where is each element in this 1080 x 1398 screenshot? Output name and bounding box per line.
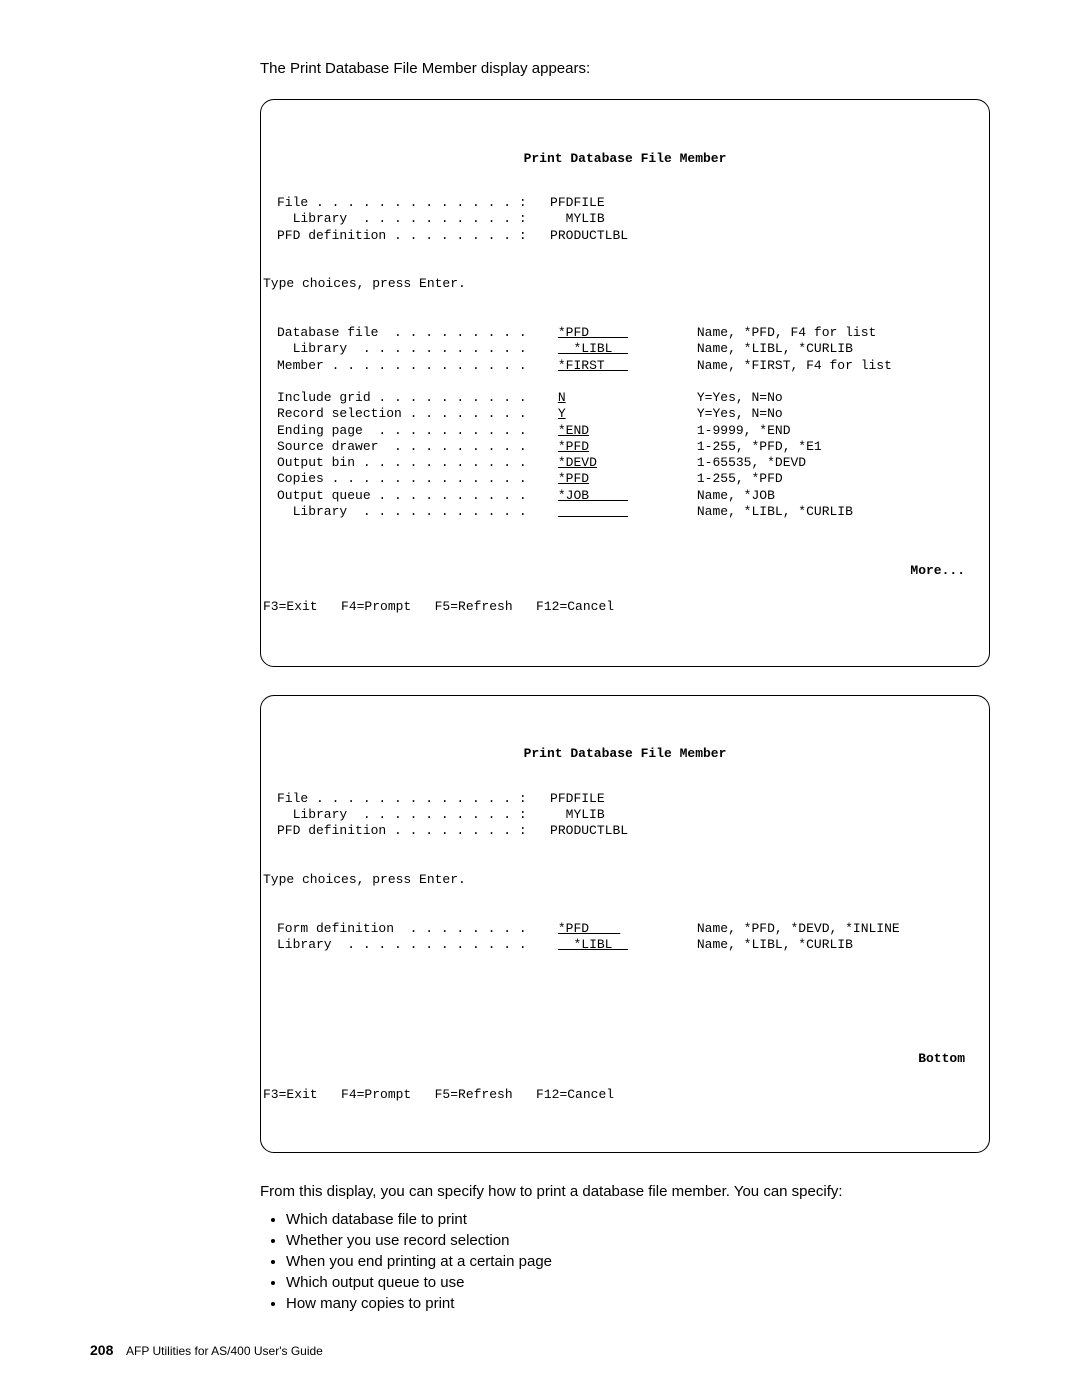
screen2-title: Print Database File Member <box>277 746 973 762</box>
s2-file-value: PFDFILE <box>550 791 605 806</box>
page-number: 208 <box>90 1342 113 1358</box>
s2-lib-label: Library . . . . . . . . . . : <box>277 807 527 822</box>
s2-pfd-value: PRODUCTLBL <box>550 823 628 838</box>
screen2-header: File . . . . . . . . . . . . . : PFDFILE… <box>277 791 973 840</box>
bullet-item: Which database file to print <box>286 1211 990 1228</box>
intro-text: The Print Database File Member display a… <box>260 60 990 77</box>
s1-lib-value: MYLIB <box>566 211 605 226</box>
s1-function-keys: F3=Exit F4=Prompt F5=Refresh F12=Cancel <box>263 599 973 615</box>
s1-pfd-value: PRODUCTLBL <box>550 228 628 243</box>
s2-instruction: Type choices, press Enter. <box>263 872 973 888</box>
bullet-item: How many copies to print <box>286 1295 990 1312</box>
s1-fields: Database file . . . . . . . . . *PFD Nam… <box>277 325 973 520</box>
bullet-item: Which output queue to use <box>286 1274 990 1291</box>
terminal-screen-1: Print Database File Member File . . . . … <box>260 99 990 667</box>
s2-lib-value: MYLIB <box>566 807 605 822</box>
s1-instruction: Type choices, press Enter. <box>263 276 973 292</box>
content-column: The Print Database File Member display a… <box>260 60 990 1312</box>
s2-file-label: File . . . . . . . . . . . . . : <box>277 791 527 806</box>
bullet-item: Whether you use record selection <box>286 1232 990 1249</box>
s2-fields: Form definition . . . . . . . . *PFD Nam… <box>277 921 973 954</box>
s1-lib-label: Library . . . . . . . . . . : <box>277 211 527 226</box>
s1-file-label: File . . . . . . . . . . . . . : <box>277 195 527 210</box>
bullet-list: Which database file to print Whether you … <box>260 1211 990 1312</box>
s2-pfd-label: PFD definition . . . . . . . . : <box>277 823 527 838</box>
outro-text: From this display, you can specify how t… <box>260 1181 990 1203</box>
screen1-title: Print Database File Member <box>277 151 973 167</box>
bullet-item: When you end printing at a certain page <box>286 1253 990 1270</box>
screen1-header: File . . . . . . . . . . . . . : PFDFILE… <box>277 195 973 244</box>
terminal-screen-2: Print Database File Member File . . . . … <box>260 695 990 1153</box>
s2-bottom-indicator: Bottom <box>263 1051 973 1067</box>
s1-pfd-label: PFD definition . . . . . . . . : <box>277 228 527 243</box>
s1-file-value: PFDFILE <box>550 195 605 210</box>
s1-more-indicator: More... <box>277 563 973 579</box>
doc-title: AFP Utilities for AS/400 User's Guide <box>126 1344 323 1358</box>
s2-function-keys: F3=Exit F4=Prompt F5=Refresh F12=Cancel <box>263 1087 973 1103</box>
page-footer: 208 AFP Utilities for AS/400 User's Guid… <box>90 1342 990 1358</box>
page: The Print Database File Member display a… <box>90 60 990 1358</box>
s2-footer: Bottom F3=Exit F4=Prompt F5=Refresh F12=… <box>263 1008 973 1136</box>
